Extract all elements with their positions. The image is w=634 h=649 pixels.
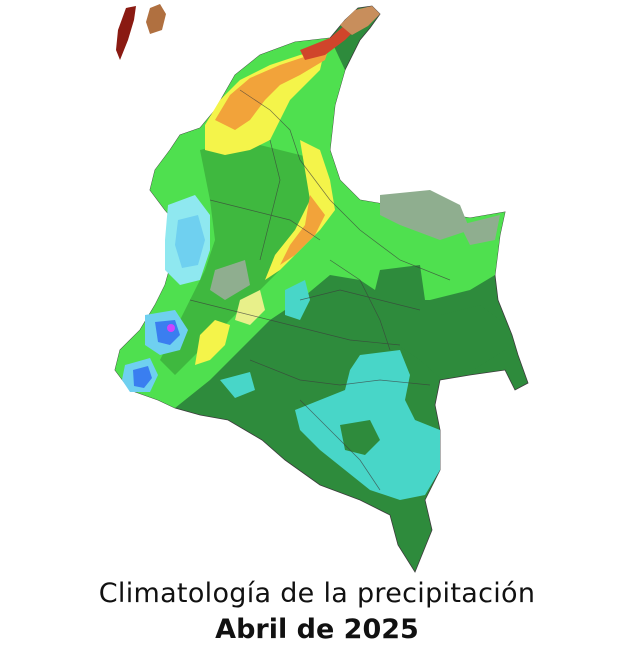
pacific-magenta-spot <box>167 324 175 332</box>
andes-light-yellow <box>235 290 265 325</box>
north-orange-band <box>280 195 325 265</box>
caribbean-orange <box>215 45 330 130</box>
precipitation-map <box>114 4 529 573</box>
pacific-far-south-blue <box>133 366 152 388</box>
andes-gray <box>210 260 250 300</box>
map-subtitle: Abril de 2025 <box>215 614 419 645</box>
andes-yellow <box>195 320 230 365</box>
north-yellow-band <box>265 140 335 280</box>
gray-patch-ne <box>460 215 500 245</box>
guajira-tan <box>340 6 380 35</box>
andes-green <box>160 140 330 375</box>
south-turquoise <box>220 372 255 398</box>
island-san-andres <box>116 6 136 60</box>
amazon-dark-inner <box>340 420 380 455</box>
east-dark <box>370 265 505 378</box>
island-providencia <box>146 4 166 34</box>
andes-turquoise <box>285 280 310 320</box>
pacific-cyan-inner <box>175 215 205 268</box>
department-borders <box>189 89 451 491</box>
map-title: Climatología de la precipitación <box>98 578 536 609</box>
gray-patch-east <box>380 190 470 240</box>
